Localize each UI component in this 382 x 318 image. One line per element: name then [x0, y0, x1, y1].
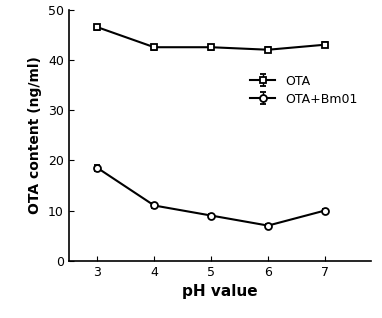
X-axis label: pH value: pH value — [182, 284, 257, 299]
Legend: OTA, OTA+Bm01: OTA, OTA+Bm01 — [246, 71, 361, 110]
Y-axis label: OTA content (ng/ml): OTA content (ng/ml) — [28, 56, 42, 214]
